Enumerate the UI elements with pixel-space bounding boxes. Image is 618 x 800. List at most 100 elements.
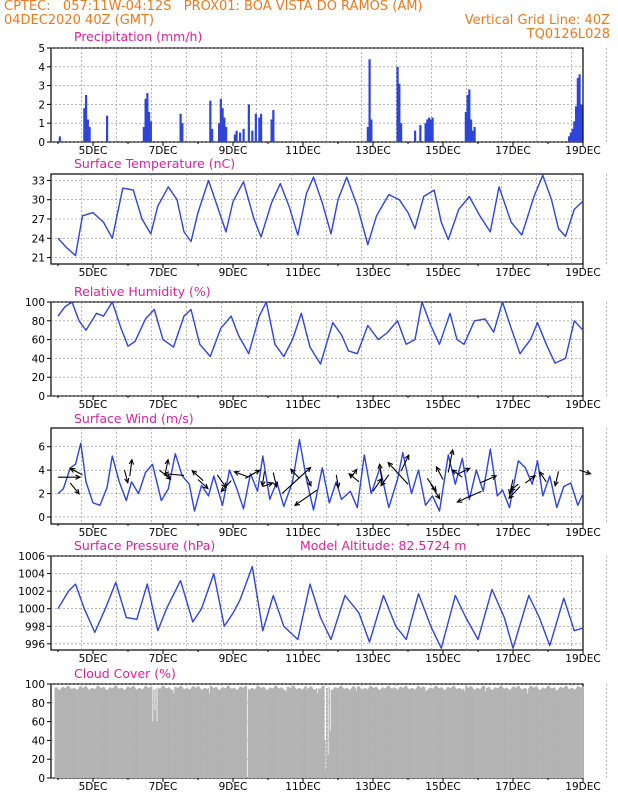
cloud-column bbox=[483, 686, 486, 778]
cloud-column bbox=[149, 687, 151, 778]
cloud-column bbox=[288, 687, 290, 778]
cloud-column bbox=[203, 687, 205, 778]
cloud-column bbox=[237, 689, 239, 778]
cloud-column bbox=[504, 688, 507, 778]
cloud-column bbox=[362, 689, 364, 778]
cloud-column bbox=[297, 688, 299, 778]
cloud-column bbox=[557, 689, 559, 778]
wind-vector bbox=[372, 478, 383, 492]
cloud-column bbox=[438, 688, 441, 778]
cloud-column bbox=[153, 689, 155, 778]
precip-bar bbox=[366, 126, 369, 142]
cloud-column bbox=[125, 687, 128, 778]
cloud-column bbox=[219, 689, 221, 778]
cloud-column bbox=[98, 686, 100, 778]
cloud-column bbox=[441, 687, 444, 778]
cloud-column bbox=[196, 687, 198, 778]
y-tick-label: 0 bbox=[38, 512, 45, 524]
cloud-column bbox=[427, 689, 429, 778]
cloud-column bbox=[422, 686, 424, 778]
cloud-column bbox=[63, 687, 66, 778]
cloud-column bbox=[290, 687, 293, 778]
y-tick-label: 998 bbox=[25, 621, 45, 633]
cloud-column bbox=[96, 686, 98, 778]
cloud-column bbox=[317, 693, 319, 778]
cloud-column bbox=[507, 688, 509, 778]
cloud-column bbox=[375, 686, 378, 778]
x-tick-label: 13DEC bbox=[355, 145, 390, 157]
y-tick-label: 4 bbox=[38, 465, 45, 477]
precip-bar bbox=[431, 117, 434, 142]
y-tick-label: 60 bbox=[32, 717, 45, 729]
cloud-column bbox=[324, 740, 326, 778]
cloud-column bbox=[71, 688, 73, 778]
cloud-column bbox=[367, 688, 369, 778]
wind-arrowhead bbox=[585, 469, 592, 475]
cloud-column bbox=[72, 688, 74, 778]
cloud-column bbox=[572, 688, 574, 778]
cloud-column bbox=[351, 686, 353, 778]
y-tick-label: 1 bbox=[38, 118, 45, 130]
x-tick-label: 7DEC bbox=[149, 267, 178, 279]
cloud-column bbox=[330, 689, 332, 778]
cloud-column bbox=[126, 686, 129, 778]
cloud-column bbox=[466, 686, 468, 778]
cloud-column bbox=[474, 689, 476, 778]
cloud-column bbox=[183, 689, 185, 778]
cloud-column bbox=[445, 689, 447, 778]
cloud-column bbox=[390, 688, 392, 778]
cloud-column bbox=[309, 686, 311, 778]
cloud-column bbox=[144, 685, 147, 778]
cloud-column bbox=[213, 688, 215, 778]
wind-vector bbox=[69, 482, 80, 495]
wind-vector bbox=[435, 466, 444, 480]
cloud-column bbox=[486, 688, 488, 778]
cloud-column bbox=[105, 689, 108, 778]
cloud-column bbox=[116, 686, 118, 778]
cloud-column bbox=[168, 687, 171, 778]
cloud-column bbox=[462, 688, 465, 778]
cloud-column bbox=[241, 687, 243, 778]
cloud-column bbox=[306, 689, 308, 778]
x-tick-label: 7DEC bbox=[149, 145, 178, 157]
cloud-column bbox=[539, 689, 541, 778]
cloud-column bbox=[340, 685, 342, 778]
precip-bar bbox=[426, 119, 429, 142]
wind-arrowhead bbox=[267, 481, 274, 487]
cloud-column bbox=[273, 686, 276, 778]
cloud-column bbox=[485, 691, 487, 778]
cloud-column bbox=[157, 687, 159, 778]
cloud-column bbox=[336, 688, 339, 778]
cloud-column bbox=[69, 687, 71, 778]
cloud-column bbox=[344, 688, 346, 778]
cloud-column bbox=[354, 687, 357, 778]
cloud-column bbox=[569, 689, 571, 778]
cloud-column bbox=[255, 688, 257, 778]
cloud-column bbox=[521, 689, 524, 778]
series-line bbox=[57, 565, 584, 649]
precip-bar bbox=[424, 123, 427, 142]
wind-arrowhead bbox=[289, 468, 296, 475]
cloud-column bbox=[418, 686, 421, 778]
precip-bar bbox=[468, 89, 471, 142]
x-tick-label: 13DEC bbox=[355, 781, 390, 793]
cloud-column bbox=[73, 687, 75, 778]
cloud-column bbox=[176, 687, 178, 778]
y-tick-label: 4 bbox=[38, 62, 45, 74]
cloud-column bbox=[81, 687, 84, 778]
cloud-column bbox=[439, 687, 442, 778]
cloud-column bbox=[473, 689, 475, 778]
x-tick-label: 9DEC bbox=[219, 267, 248, 279]
cloud-column bbox=[200, 689, 202, 778]
cloud-column bbox=[365, 688, 367, 778]
cloud-column bbox=[275, 685, 277, 778]
cloud-column bbox=[409, 689, 411, 778]
cloud-column bbox=[578, 686, 580, 778]
cloud-column bbox=[496, 688, 498, 778]
cloud-column bbox=[519, 687, 521, 778]
x-tick-label: 19DEC bbox=[565, 527, 600, 539]
cloud-column bbox=[250, 687, 253, 778]
cloud-column bbox=[565, 685, 568, 778]
cloud-column bbox=[399, 686, 402, 778]
cloud-column bbox=[580, 687, 582, 778]
